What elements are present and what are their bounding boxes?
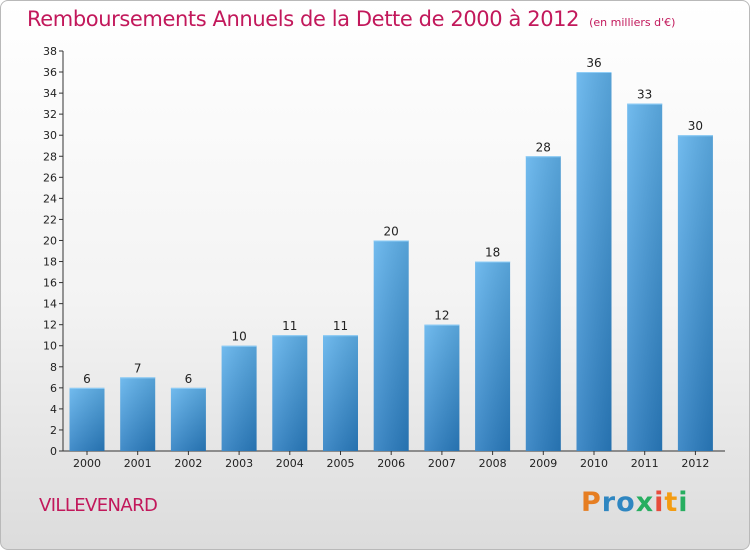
y-tick-label: 22 (43, 213, 57, 226)
chart-title: Remboursements Annuels de la Dette de 20… (27, 7, 675, 31)
bar-shade (373, 240, 409, 451)
bar-shade (475, 261, 511, 451)
bar-value-label: 28 (536, 140, 551, 154)
y-tick-label: 6 (50, 382, 57, 395)
x-tick-label: 2000 (73, 457, 101, 470)
y-tick-label: 10 (43, 340, 57, 353)
x-tick-label: 2007 (428, 457, 456, 470)
bar-shade (627, 103, 663, 451)
x-tick-label: 2012 (681, 457, 709, 470)
labels-group: 0246810121416182022242628303234363862000… (43, 45, 709, 470)
x-tick-label: 2001 (124, 457, 152, 470)
bar-shade (170, 387, 206, 451)
brand-letter: i (678, 487, 689, 518)
bar-shade (272, 335, 308, 451)
brand-letter: i (654, 487, 665, 518)
y-tick-label: 26 (43, 171, 57, 184)
x-tick-label: 2011 (631, 457, 659, 470)
brand-letter: o (616, 487, 636, 518)
chart-unit-label: (en milliers d'€) (589, 16, 676, 29)
bar-value-label: 10 (231, 330, 246, 344)
y-tick-label: 24 (43, 192, 57, 205)
y-tick-label: 14 (43, 298, 57, 311)
x-tick-label: 2005 (327, 457, 355, 470)
y-tick-label: 12 (43, 319, 57, 332)
bar-shade (323, 335, 358, 451)
bar-value-label: 11 (282, 319, 297, 333)
brand-letter: r (601, 487, 617, 518)
x-tick-label: 2002 (174, 457, 202, 470)
y-tick-label: 36 (43, 66, 57, 79)
x-tick-label: 2008 (479, 457, 507, 470)
bar-shade (677, 135, 713, 452)
x-tick-label: 2009 (529, 457, 557, 470)
bar-shade (69, 387, 105, 451)
brand-letter: P (581, 487, 602, 518)
bar-value-label: 20 (384, 224, 399, 238)
y-tick-label: 18 (43, 256, 57, 269)
y-tick-label: 38 (43, 45, 57, 58)
bars-group (69, 72, 713, 452)
bar-shade (221, 345, 257, 451)
brand-letter: t (664, 487, 679, 518)
bar-value-label: 7 (134, 361, 142, 375)
bar-value-label: 36 (586, 56, 601, 70)
bar-value-label: 6 (83, 372, 91, 386)
x-tick-label: 2010 (580, 457, 608, 470)
y-tick-label: 8 (50, 361, 57, 374)
x-tick-label: 2003 (225, 457, 253, 470)
y-tick-label: 32 (43, 108, 57, 121)
brand-logo: Proxiti (581, 487, 689, 518)
y-tick-label: 4 (50, 403, 57, 416)
bar-value-label: 18 (485, 246, 500, 260)
y-tick-label: 30 (43, 129, 57, 142)
chart-title-text: Remboursements Annuels de la Dette de 20… (27, 7, 580, 31)
bar-shade (120, 377, 156, 451)
town-name: VILLEVENARD (39, 495, 158, 516)
bar-shade (525, 156, 561, 451)
y-tick-label: 0 (50, 445, 57, 458)
y-tick-label: 2 (50, 424, 57, 437)
x-tick-label: 2004 (276, 457, 304, 470)
y-tick-label: 34 (43, 87, 57, 100)
bar-value-label: 33 (637, 88, 652, 102)
bar-value-label: 6 (185, 372, 193, 386)
bar-shade (424, 324, 460, 451)
bar-value-label: 30 (688, 119, 703, 133)
y-tick-label: 16 (43, 277, 57, 290)
bar-value-label: 11 (333, 319, 348, 333)
bar-shade (576, 72, 612, 451)
x-tick-label: 2006 (377, 457, 405, 470)
y-tick-label: 28 (43, 150, 57, 163)
y-tick-label: 20 (43, 234, 57, 247)
brand-letter: x (635, 487, 655, 518)
bar-value-label: 12 (434, 309, 449, 323)
